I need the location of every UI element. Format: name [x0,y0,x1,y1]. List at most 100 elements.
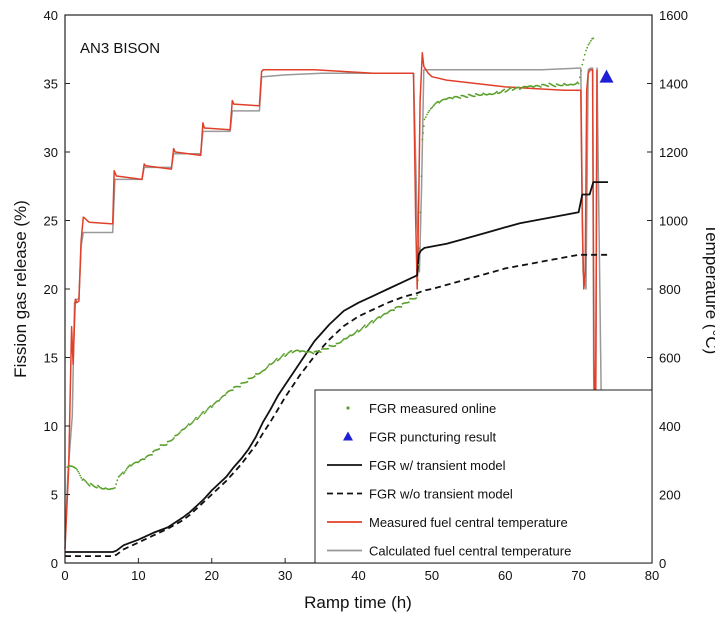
fgr-measured-point [127,466,129,469]
fgr-measured-point [419,211,422,214]
x-tick-label: 10 [131,568,145,583]
fgr-measured-point [172,438,174,441]
fgr-measured-point [356,329,359,331]
fgr-measured-point [283,353,285,355]
fgr-measured-point [554,85,557,88]
fgr-measured-point [266,366,269,369]
y-axis-left-label: Fission gas release (%) [11,200,30,378]
y-right-tick-label: 0 [659,556,666,571]
fgr-measured-point [151,453,153,456]
fgr-measured-point [76,468,78,471]
fgr-measured-point [192,421,194,423]
fgr-measured-point [282,354,284,356]
fgr-measured-point [422,132,424,134]
y-right-tick-label: 1000 [659,214,688,229]
fgr-measured-point [124,469,127,472]
fgr-measured-point [77,470,79,473]
fgr-measured-point [577,82,580,85]
fgr-measured-point [518,86,520,89]
fgr-measured-point [115,483,117,486]
fgr-measured-point [547,85,550,88]
y-left-tick-label: 10 [44,419,58,434]
chart-annotation: AN3 BISON [80,40,160,57]
fgr-measured-point [429,107,432,110]
fgr-measured-point [186,424,189,427]
fgr-measured-point [178,432,181,435]
x-tick-label: 80 [645,568,659,583]
fgr-measured-point [280,356,282,359]
fgr-measured-point [84,480,87,482]
fgr-measured-point [119,474,122,476]
fgr-measured-point [348,335,350,338]
fgr-measured-point [85,481,88,484]
fgr-measured-point [580,69,582,72]
fgr-measured-point [592,37,595,40]
fgr-measured-point [198,416,201,418]
series-points-fgr-measured-online [66,37,595,491]
series-line-fgr-w-o-transient-model [65,253,608,557]
fgr-measured-point [225,392,228,395]
fgr-measured-point [273,360,276,363]
fgr-measured-point [562,84,564,87]
legend-label-measured-fuel-central-temperature: Measured fuel central temperature [369,515,568,530]
y-right-tick-label: 800 [659,282,681,297]
fgr-measured-point [253,375,256,378]
fgr-measured-point [360,328,363,330]
fgr-measured-point [355,330,358,333]
x-tick-label: 20 [205,568,219,583]
fgr-measured-point [274,359,277,361]
fgr-measured-point [466,96,469,99]
fgr-measured-point [341,339,344,342]
fgr-measured-point [199,414,202,417]
legend-label-fgr-measured-online: FGR measured online [369,401,496,416]
fgr-measured-point [363,324,366,327]
fgr-measured-point [379,316,382,319]
fgr-measured-point [239,385,242,388]
fgr-measured-point [416,294,419,297]
fgr-measured-point [143,458,146,461]
fgr-measured-point [421,138,424,141]
y-right-tick-label: 400 [659,419,681,434]
fgr-measured-point [366,325,368,328]
fgr-measured-point [286,353,289,355]
fgr-measured-point [190,422,193,424]
fgr-measured-point [96,486,98,489]
y-left-tick-label: 5 [51,488,58,503]
fgr-measured-point [120,472,123,475]
fgr-measured-point [88,484,91,487]
legend-label-fgr-puncturing-result: FGR puncturing result [369,430,497,445]
x-axis-label: Ramp time (h) [304,593,412,612]
fgr-measured-point [433,104,435,107]
fgr-measured-point [474,95,476,98]
fgr-measured-point [165,443,168,446]
fgr-measured-point [347,336,349,339]
fgr-measured-point [368,323,370,325]
fgr-measured-point [279,357,281,360]
fgr-measured-point [281,355,283,358]
fgr-measured-point [125,467,128,470]
fgr-measured-point [209,405,212,407]
fgr-measured-point [207,407,210,409]
legend-items: FGR measured online FGR puncturing result… [327,401,571,559]
fgr-measured-point [246,380,249,383]
fgr-measured-point [210,406,213,409]
y-right-tick-label: 1400 [659,77,688,92]
y-right-tick-label: 1200 [659,145,688,160]
fgr-measured-point [362,325,365,328]
y-left-tick-label: 25 [44,214,58,229]
fgr-measured-point [578,76,581,79]
fgr-measured-point [290,349,293,352]
fgr-measured-point [265,367,268,370]
fgr-measured-point [407,301,410,304]
legend: FGR measured online FGR puncturing result… [314,389,653,564]
fgr-measured-point [451,97,454,100]
fgr-measured-point [275,357,278,360]
fgr-measured-point [231,389,234,392]
y-right-tick-label: 200 [659,488,681,503]
fgr-measured-point [211,404,214,407]
fgr-measured-point [218,399,221,402]
legend-label-calculated-fuel-central-temperature: Calculated fuel central temperature [369,544,571,559]
fgr-measured-point [184,427,187,429]
fgr-measured-point [481,93,484,96]
